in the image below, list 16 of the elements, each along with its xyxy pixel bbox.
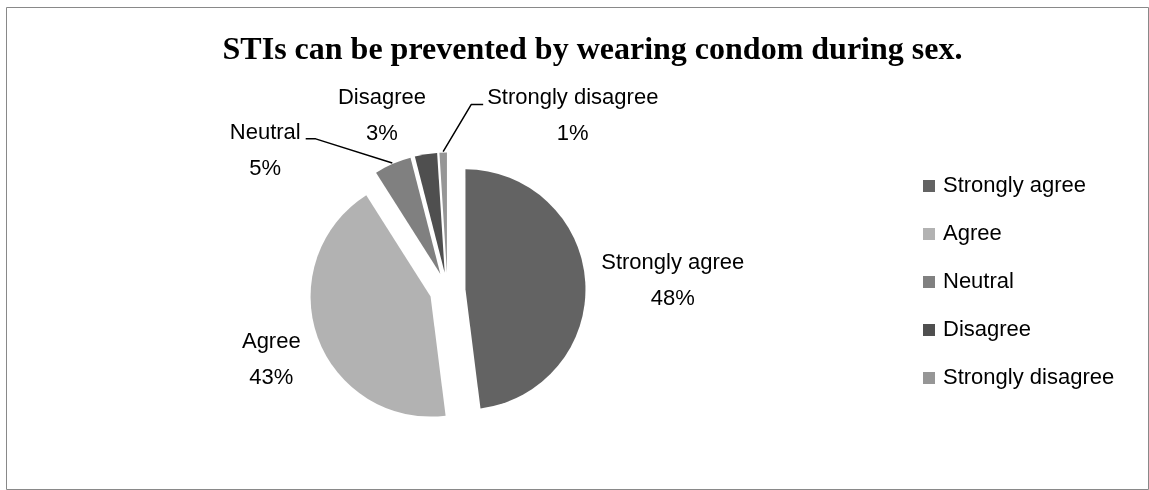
data-label: 5% [249,155,282,181]
data-label: 48% [650,285,695,311]
chart-title: STIs can be prevented by wearing condom during sex. [222,29,963,66]
slice-label: Agree [241,327,301,353]
legend-label: Neutral [943,268,1014,294]
slice-label: Disagree [337,83,426,109]
legend-label: Strongly agree [943,172,1087,198]
legend-label: Strongly disagree [943,364,1115,390]
slice-label: Strongly agree [601,249,745,275]
legend-label: Disagree [943,316,1032,342]
data-label: 3% [366,119,398,145]
legend-label: Agree [943,220,1002,246]
slice-label: Strongly disagree [487,83,659,109]
data-label: 43% [249,363,294,389]
slice-label: Neutral [229,119,301,145]
data-label: 1% [556,120,589,146]
